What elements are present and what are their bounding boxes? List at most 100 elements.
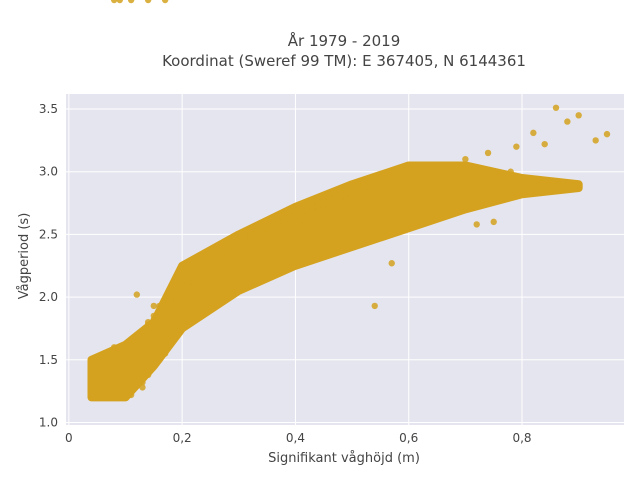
scatter-point — [377, 179, 384, 187]
scatter-point — [371, 216, 378, 223]
scatter-point — [116, 366, 124, 374]
scatter-point — [439, 201, 446, 208]
y-tick-labels: 1.0 1.5 2.0 2.5 3.0 3.5 — [39, 102, 58, 429]
scatter-point — [552, 104, 560, 111]
scatter-point — [178, 287, 186, 295]
scatter-point — [105, 362, 112, 370]
scatter-point — [320, 199, 327, 207]
y-tick-label: 1.5 — [39, 353, 58, 367]
scatter-point — [280, 217, 288, 224]
scatter-point — [150, 321, 158, 328]
scatter-point — [411, 186, 418, 193]
scatter-point — [207, 263, 214, 271]
scatter-point — [564, 118, 571, 125]
scatter-point — [280, 223, 288, 231]
scatter-point — [309, 204, 316, 212]
scatter-point — [184, 308, 191, 316]
y-axis-label: Vågperiod (s) — [17, 213, 32, 300]
scatter-point — [139, 384, 146, 391]
scatter-point — [473, 191, 480, 198]
scatter-point — [178, 316, 186, 323]
scatter-point — [320, 206, 327, 213]
x-axis-label: Signifikant våghöjd (m) — [268, 451, 420, 466]
scatter-point — [530, 129, 537, 137]
scatter-point — [184, 278, 191, 286]
scatter-point — [173, 287, 180, 295]
scatter-point — [416, 206, 424, 213]
scatter-point — [473, 171, 480, 178]
scatter-point — [354, 184, 361, 192]
scatter-point — [161, 302, 169, 310]
scatter-point — [224, 247, 231, 254]
scatter-point — [337, 198, 344, 206]
scatter-point — [535, 181, 543, 188]
scatter-point — [507, 192, 514, 199]
scatter-point — [127, 341, 135, 348]
scatter-point — [167, 293, 175, 301]
scatter-point — [133, 356, 141, 364]
scatter-point — [133, 291, 141, 298]
scatter-point — [224, 266, 231, 273]
scatter-point — [212, 260, 220, 267]
scatter-point — [224, 252, 231, 259]
scatter-point — [150, 316, 158, 323]
scatter-point — [116, 354, 124, 361]
scatter-point — [382, 206, 390, 213]
scatter-point — [337, 192, 344, 199]
scatter-point — [439, 193, 446, 201]
scatter-point — [229, 243, 237, 251]
scatter-point — [484, 186, 492, 193]
scatter-point — [235, 246, 242, 253]
scatter-point — [110, 344, 118, 351]
scatter-point — [116, 381, 124, 389]
scatter-point — [405, 174, 412, 182]
scatter-point — [422, 168, 429, 175]
scatter-point — [263, 236, 271, 243]
scatter-point — [541, 140, 548, 148]
scatter-point — [161, 350, 169, 357]
scatter-point — [241, 242, 248, 249]
scatter-point — [377, 216, 384, 223]
scatter-points — [88, 0, 611, 401]
scatter-point — [252, 236, 259, 243]
scatter-point — [195, 273, 203, 281]
y-tick-label: 3.5 — [39, 102, 58, 116]
scatter-point — [144, 329, 152, 336]
scatter-point — [275, 226, 282, 233]
scatter-point — [518, 181, 526, 188]
x-tick-label: 0,8 — [512, 431, 531, 445]
x-tick-label: 0 — [65, 431, 73, 445]
scatter-point — [365, 184, 373, 192]
scatter-point — [382, 177, 390, 184]
scatter-point — [286, 214, 293, 222]
scatter-point — [173, 325, 180, 332]
scatter-point — [150, 341, 158, 348]
scatter-point — [263, 231, 271, 238]
scatter-point — [343, 189, 350, 197]
scatter-point — [156, 356, 163, 364]
scatter-point — [524, 182, 531, 189]
scatter-point — [207, 258, 214, 266]
scatter-point — [241, 252, 248, 259]
scatter-point — [484, 149, 492, 157]
scatter-point — [326, 197, 333, 204]
scatter-point — [331, 201, 339, 208]
scatter-point — [190, 300, 197, 307]
scatter-point — [360, 221, 367, 228]
scatter-point — [127, 375, 135, 382]
scatter-point — [513, 143, 520, 150]
x-tick-labels: 0 0,2 0,4 0,6 0,8 — [65, 431, 532, 445]
scatter-point — [473, 221, 480, 228]
scatter-point — [229, 248, 237, 256]
scatter-point — [229, 261, 237, 268]
scatter-point — [156, 302, 163, 310]
y-tick-label: 1.0 — [39, 415, 58, 429]
scatter-point — [592, 137, 599, 144]
y-tick-label: 2.5 — [39, 227, 58, 241]
scatter-point — [156, 331, 163, 338]
scatter-point — [501, 186, 509, 193]
scatter-point — [201, 263, 208, 271]
scatter-point — [399, 203, 407, 211]
